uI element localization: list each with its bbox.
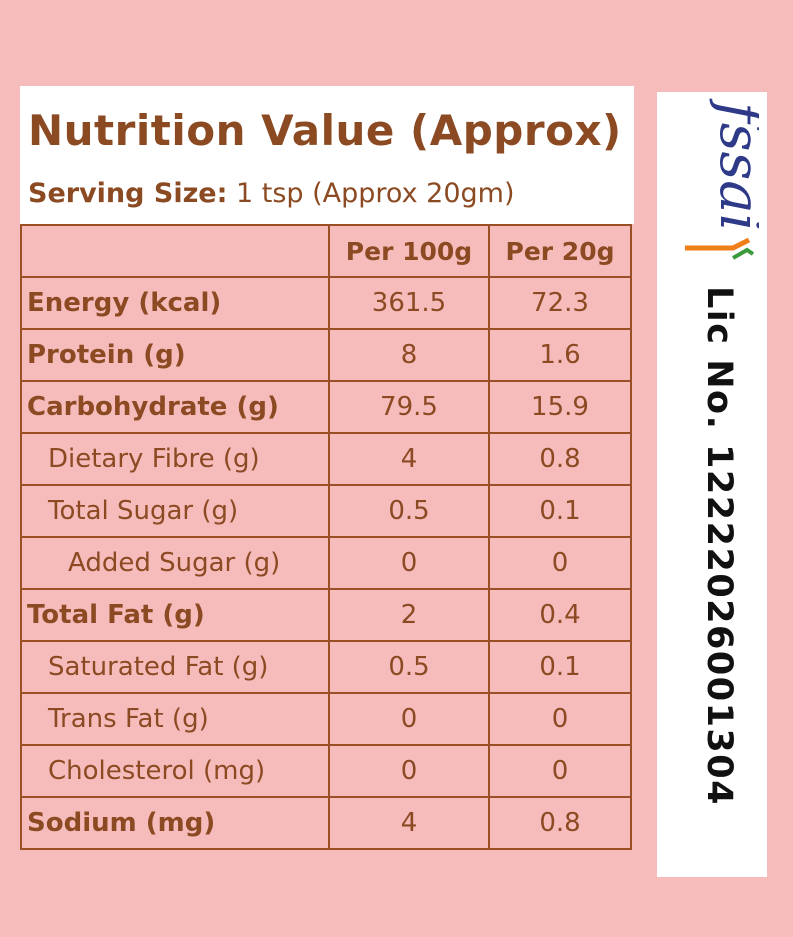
nutrient-name: Total Sugar (g)	[20, 484, 330, 538]
value-per-100g: 0	[328, 692, 490, 746]
value-per-20g: 0.8	[488, 796, 632, 850]
column-header-per-20g: Per 20g	[488, 224, 632, 278]
table-header-row: Per 100g Per 20g	[20, 224, 632, 278]
table-row: Energy (kcal) 361.5 72.3	[20, 276, 632, 330]
table-row: Dietary Fibre (g) 4 0.8	[20, 432, 632, 486]
logo-green-leaf	[732, 247, 755, 260]
license-number: Lic No. 12222026001304	[699, 286, 739, 806]
nutrition-table: Per 100g Per 20g Energy (kcal) 361.5 72.3 P…	[20, 224, 632, 850]
table-row: Protein (g) 8 1.6	[20, 328, 632, 382]
value-per-20g: 0.4	[488, 588, 632, 642]
table-row: Saturated Fat (g) 0.5 0.1	[20, 640, 632, 694]
value-per-20g: 1.6	[488, 328, 632, 382]
value-per-100g: 4	[328, 796, 490, 850]
table-row: Sodium (mg) 4 0.8	[20, 796, 632, 850]
nutrient-name: Protein (g)	[20, 328, 330, 382]
logo-orange-stroke	[685, 237, 751, 251]
table-row: Total Fat (g) 2 0.4	[20, 588, 632, 642]
table-row: Added Sugar (g) 0 0	[20, 536, 632, 590]
value-per-20g: 72.3	[488, 276, 632, 330]
fssai-license-panel: fssai Lic No. 12222026001304	[657, 92, 767, 877]
title-card	[20, 86, 634, 224]
nutrient-name: Cholesterol (mg)	[20, 744, 330, 798]
table-row: Total Sugar (g) 0.5 0.1	[20, 484, 632, 538]
value-per-100g: 8	[328, 328, 490, 382]
value-per-20g: 0.8	[488, 432, 632, 486]
column-header-nutrient	[20, 224, 330, 278]
value-per-100g: 0.5	[328, 484, 490, 538]
value-per-20g: 0	[488, 692, 632, 746]
nutrient-name: Energy (kcal)	[20, 276, 330, 330]
value-per-20g: 0	[488, 536, 632, 590]
nutrient-name: Dietary Fibre (g)	[20, 432, 330, 486]
value-per-20g: 0.1	[488, 484, 632, 538]
value-per-100g: 0	[328, 536, 490, 590]
value-per-20g: 15.9	[488, 380, 632, 434]
serving-size-value: 1 tsp (Approx 20gm)	[236, 178, 515, 209]
value-per-100g: 4	[328, 432, 490, 486]
value-per-20g: 0.1	[488, 640, 632, 694]
value-per-100g: 2	[328, 588, 490, 642]
table-row: Trans Fat (g) 0 0	[20, 692, 632, 746]
page-title: Nutrition Value (Approx)	[28, 106, 622, 155]
serving-size: Serving Size: 1 tsp (Approx 20gm)	[28, 178, 515, 209]
serving-size-label: Serving Size:	[28, 178, 228, 209]
value-per-100g: 79.5	[328, 380, 490, 434]
value-per-20g: 0	[488, 744, 632, 798]
value-per-100g: 0	[328, 744, 490, 798]
nutrient-name: Saturated Fat (g)	[20, 640, 330, 694]
nutrient-name: Trans Fat (g)	[20, 692, 330, 746]
fssai-logo: fssai	[685, 98, 759, 260]
value-per-100g: 0.5	[328, 640, 490, 694]
fssai-logo-text: fssai	[707, 98, 759, 232]
nutrient-name: Carbohydrate (g)	[20, 380, 330, 434]
table-row: Cholesterol (mg) 0 0	[20, 744, 632, 798]
nutrient-name: Sodium (mg)	[20, 796, 330, 850]
nutrient-name: Total Fat (g)	[20, 588, 330, 642]
value-per-100g: 361.5	[328, 276, 490, 330]
column-header-per-100g: Per 100g	[328, 224, 490, 278]
table-row: Carbohydrate (g) 79.5 15.9	[20, 380, 632, 434]
nutrient-name: Added Sugar (g)	[20, 536, 330, 590]
